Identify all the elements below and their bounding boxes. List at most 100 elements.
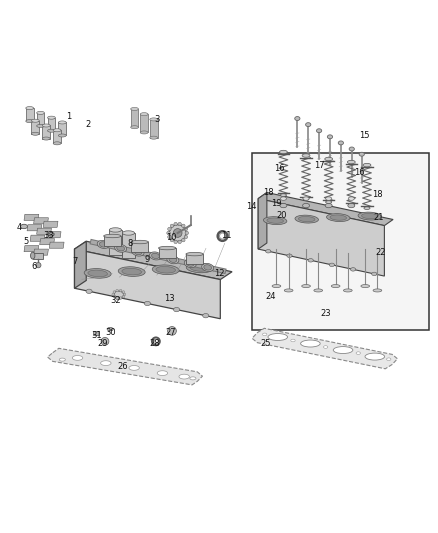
Ellipse shape <box>325 157 332 161</box>
Ellipse shape <box>325 197 332 200</box>
Circle shape <box>119 289 122 292</box>
Circle shape <box>182 238 185 242</box>
Ellipse shape <box>72 356 83 360</box>
Text: 1: 1 <box>66 112 71 121</box>
Polygon shape <box>252 328 397 369</box>
Text: 19: 19 <box>271 199 282 208</box>
Ellipse shape <box>84 269 111 278</box>
Ellipse shape <box>42 124 50 127</box>
Circle shape <box>168 227 171 231</box>
Ellipse shape <box>348 204 354 206</box>
Text: 11: 11 <box>222 231 232 240</box>
Circle shape <box>185 231 188 235</box>
Ellipse shape <box>149 252 162 260</box>
Text: 14: 14 <box>247 203 257 212</box>
Ellipse shape <box>263 217 287 224</box>
Ellipse shape <box>302 285 311 288</box>
Ellipse shape <box>359 152 364 156</box>
Ellipse shape <box>287 254 292 257</box>
Ellipse shape <box>58 134 66 137</box>
Circle shape <box>123 293 126 296</box>
Circle shape <box>116 289 118 292</box>
Ellipse shape <box>284 289 293 292</box>
Polygon shape <box>33 253 43 259</box>
Ellipse shape <box>201 263 214 271</box>
Text: 16: 16 <box>274 164 284 173</box>
Polygon shape <box>110 230 121 255</box>
Circle shape <box>119 297 122 300</box>
Text: 28: 28 <box>149 340 160 349</box>
Ellipse shape <box>361 285 370 288</box>
Circle shape <box>101 337 109 345</box>
Ellipse shape <box>331 285 340 288</box>
Circle shape <box>170 238 174 242</box>
Ellipse shape <box>372 272 377 276</box>
Text: 32: 32 <box>110 296 121 305</box>
Ellipse shape <box>118 266 145 277</box>
Ellipse shape <box>140 131 148 134</box>
Circle shape <box>113 295 116 298</box>
Polygon shape <box>24 246 39 252</box>
Text: 3: 3 <box>155 115 160 124</box>
Ellipse shape <box>134 249 142 255</box>
Ellipse shape <box>152 265 179 274</box>
Text: 33: 33 <box>43 231 54 240</box>
Ellipse shape <box>333 346 353 353</box>
Polygon shape <box>26 108 34 121</box>
Ellipse shape <box>356 352 360 354</box>
Polygon shape <box>258 192 393 225</box>
Ellipse shape <box>327 135 332 139</box>
Ellipse shape <box>295 215 318 223</box>
Ellipse shape <box>159 246 176 250</box>
Ellipse shape <box>58 121 66 124</box>
Ellipse shape <box>129 366 139 370</box>
Polygon shape <box>186 254 203 264</box>
Polygon shape <box>34 249 48 255</box>
Ellipse shape <box>26 107 34 110</box>
Ellipse shape <box>173 308 180 312</box>
Ellipse shape <box>303 197 309 200</box>
Text: 16: 16 <box>354 168 364 177</box>
Ellipse shape <box>140 112 148 116</box>
Ellipse shape <box>190 264 209 271</box>
Ellipse shape <box>169 257 177 262</box>
Ellipse shape <box>122 231 134 235</box>
Text: 2: 2 <box>86 120 91 128</box>
Ellipse shape <box>179 374 189 379</box>
Ellipse shape <box>295 117 300 120</box>
Polygon shape <box>159 248 176 257</box>
Text: 21: 21 <box>374 213 384 222</box>
Circle shape <box>36 263 41 268</box>
Ellipse shape <box>32 119 39 122</box>
Text: 15: 15 <box>359 132 370 140</box>
Polygon shape <box>140 114 148 133</box>
Ellipse shape <box>47 116 55 119</box>
Text: 29: 29 <box>97 340 108 349</box>
Ellipse shape <box>173 229 182 237</box>
Circle shape <box>168 327 177 335</box>
Ellipse shape <box>88 270 107 277</box>
Ellipse shape <box>104 234 121 238</box>
Ellipse shape <box>365 353 385 360</box>
Ellipse shape <box>167 256 179 264</box>
Ellipse shape <box>279 150 287 154</box>
Ellipse shape <box>132 248 144 256</box>
Ellipse shape <box>280 197 286 200</box>
Ellipse shape <box>53 142 61 145</box>
Ellipse shape <box>325 204 332 208</box>
Ellipse shape <box>186 263 213 273</box>
Circle shape <box>178 240 181 244</box>
Text: 30: 30 <box>105 328 116 337</box>
Ellipse shape <box>190 377 196 380</box>
Ellipse shape <box>349 147 354 151</box>
Polygon shape <box>74 241 86 288</box>
Polygon shape <box>40 239 54 245</box>
Text: 6: 6 <box>32 262 37 271</box>
Polygon shape <box>150 119 158 138</box>
Polygon shape <box>131 109 138 127</box>
Ellipse shape <box>26 119 34 123</box>
Ellipse shape <box>187 261 194 266</box>
Ellipse shape <box>329 263 335 266</box>
Ellipse shape <box>204 265 212 270</box>
Polygon shape <box>30 235 45 241</box>
